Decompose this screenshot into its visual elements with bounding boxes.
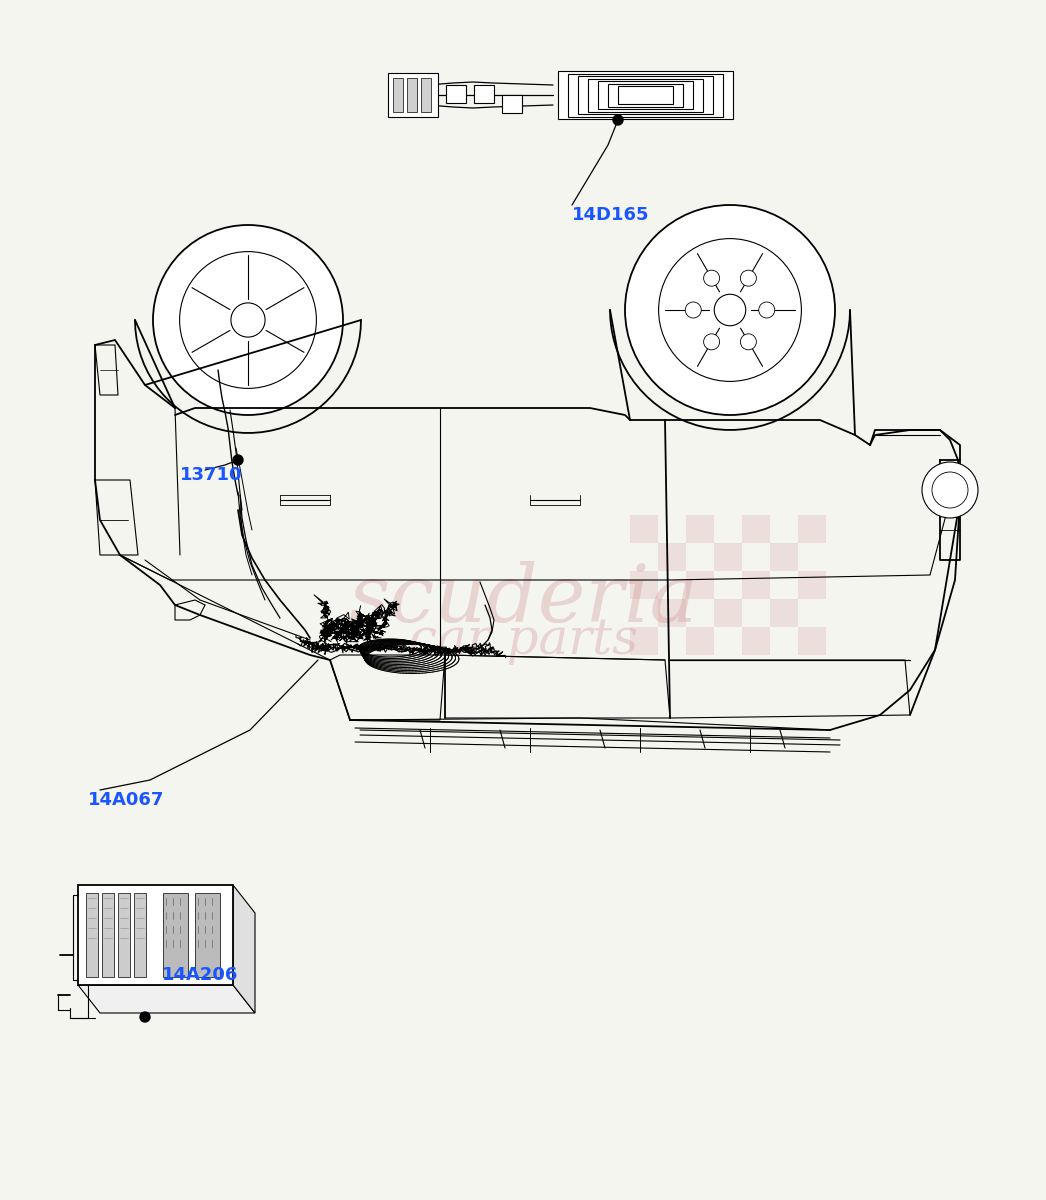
Circle shape — [704, 270, 720, 286]
Text: 14A206: 14A206 — [162, 966, 238, 984]
Circle shape — [922, 462, 978, 518]
Circle shape — [153, 226, 343, 415]
Text: 14D165: 14D165 — [572, 206, 650, 224]
Bar — [798, 571, 826, 599]
Circle shape — [741, 270, 756, 286]
Polygon shape — [78, 985, 255, 1013]
Bar — [686, 626, 714, 655]
Bar — [630, 626, 658, 655]
Bar — [770, 542, 798, 571]
Bar — [658, 599, 686, 626]
Polygon shape — [407, 78, 417, 112]
Bar — [742, 515, 770, 542]
Polygon shape — [118, 893, 130, 977]
Text: scuderia: scuderia — [348, 562, 698, 638]
Polygon shape — [134, 893, 146, 977]
Bar — [770, 599, 798, 626]
Bar — [714, 542, 742, 571]
Polygon shape — [195, 893, 220, 977]
Circle shape — [704, 334, 720, 350]
Circle shape — [180, 252, 316, 389]
Polygon shape — [393, 78, 403, 112]
Text: 14A067: 14A067 — [88, 791, 164, 809]
Circle shape — [231, 302, 265, 337]
Polygon shape — [86, 893, 98, 977]
Polygon shape — [502, 95, 522, 113]
Polygon shape — [103, 893, 114, 977]
Circle shape — [659, 239, 801, 382]
Bar — [798, 515, 826, 542]
Circle shape — [233, 455, 243, 464]
Polygon shape — [608, 84, 683, 107]
Polygon shape — [558, 71, 733, 119]
Polygon shape — [446, 85, 467, 103]
Bar — [686, 515, 714, 542]
Polygon shape — [578, 76, 713, 114]
Polygon shape — [233, 886, 255, 1013]
Circle shape — [140, 1012, 150, 1022]
Bar — [630, 571, 658, 599]
Circle shape — [626, 205, 835, 415]
Polygon shape — [618, 86, 673, 104]
Circle shape — [932, 472, 968, 508]
Polygon shape — [568, 74, 723, 116]
Bar — [686, 571, 714, 599]
Text: car parts: car parts — [409, 616, 637, 665]
Bar — [798, 626, 826, 655]
Polygon shape — [388, 73, 438, 116]
Polygon shape — [420, 78, 431, 112]
Circle shape — [758, 302, 775, 318]
Polygon shape — [588, 79, 703, 112]
Bar — [658, 542, 686, 571]
Polygon shape — [78, 886, 233, 985]
Text: 13710: 13710 — [180, 466, 243, 484]
Circle shape — [613, 115, 623, 125]
Polygon shape — [163, 893, 188, 977]
Bar — [742, 571, 770, 599]
Bar — [714, 599, 742, 626]
Bar — [630, 515, 658, 542]
Bar — [742, 626, 770, 655]
Circle shape — [741, 334, 756, 350]
Polygon shape — [598, 80, 693, 109]
Polygon shape — [474, 85, 494, 103]
Circle shape — [685, 302, 701, 318]
Circle shape — [714, 294, 746, 325]
